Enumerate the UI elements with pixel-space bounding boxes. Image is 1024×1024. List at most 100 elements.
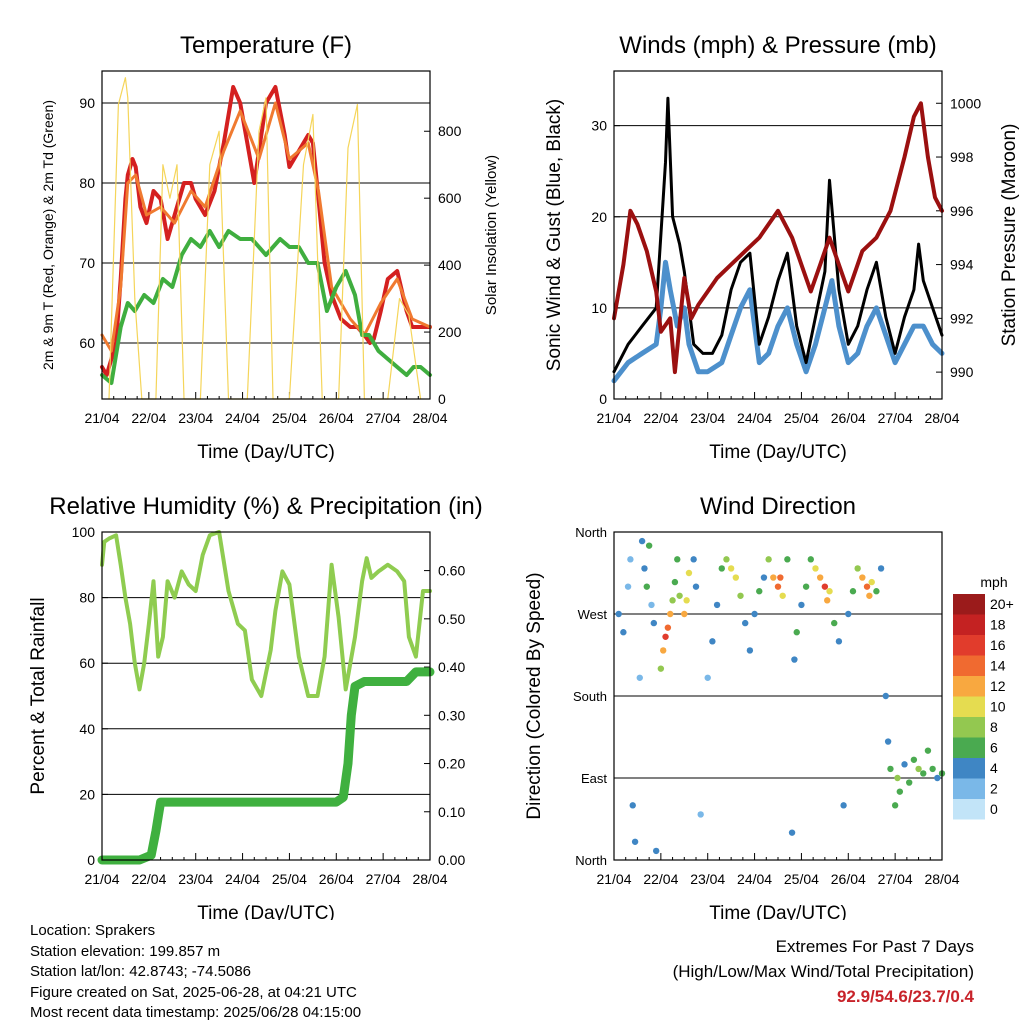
humidity-ytick-label: 60 [79,655,95,671]
direction-xtick-label: 26/04 [831,871,866,887]
direction-point [652,847,660,855]
direction-point [891,802,899,809]
humidity-ytick-right-label: 0.50 [438,611,465,627]
legend-label: 4 [990,760,998,776]
winds-ytick-right-label: 992 [950,310,974,326]
direction-point [660,647,667,654]
winds-xtick-label: 27/04 [878,410,913,426]
temperature-xlabel: Time (Day/UTC) [197,442,335,463]
direction-point [840,802,847,809]
direction-xlabel: Time (Day/UTC) [709,903,847,920]
station-elevation: Station elevation: 199.857 m [30,942,221,960]
direction-point [674,556,681,563]
temperature-xtick-label: 25/04 [272,410,307,426]
direction-point [760,574,768,581]
direction-point [812,565,819,572]
station-latlon: Station lat/lon: 42.8743; -74.5086 [30,963,252,980]
humidity-ytick-right-label: 0.00 [438,852,465,868]
direction-point [638,537,646,545]
humidity-ytick-label: 0 [87,852,95,868]
legend-label: 10 [990,699,1006,715]
direction-point [751,610,758,618]
humidity-ytick-label: 20 [79,786,95,802]
temperature-title: Temperature (F) [180,32,352,59]
direction-point [718,565,725,572]
direction-ytick-label: West [578,607,608,622]
winds-ylabel-left: Sonic Wind & Gust (Blue, Black) [544,99,565,371]
direction-xtick-label: 21/04 [596,871,631,887]
direction-point [657,665,665,672]
direction-point [650,619,658,627]
direction-point [664,624,672,631]
figure-created: Figure created on Sat, 2025-06-28, at 04… [30,983,357,1001]
winds-xlabel: Time (Day/UTC) [709,442,847,463]
direction-point [866,592,873,599]
humidity-ytick-label: 80 [79,590,95,606]
temperature-ytick-label: 70 [79,255,95,271]
direction-point [629,802,636,809]
direction-point [894,774,901,782]
humidity-xlabel: Time (Day/UTC) [197,903,335,920]
direction-point [697,811,704,818]
direction-point [863,583,871,590]
temperature-xtick-label: 23/04 [178,410,213,426]
legend-swatch [953,594,985,615]
station-location: Location: Sprakers [30,922,156,939]
humidity-xtick-label: 22/04 [131,871,166,887]
legend-label: 6 [990,740,998,756]
temperature-ytick-right-label: 600 [438,190,462,206]
direction-point [636,674,643,681]
winds-ytick-right-label: 996 [950,203,974,219]
direction-point [793,629,800,636]
direction-point [884,738,892,745]
direction-point [742,619,749,627]
direction-point [662,633,669,640]
direction-point [669,597,676,604]
direction-point [692,583,700,590]
temperature-frame [101,70,431,400]
station-info: Location: Sprakers Station elevation: 19… [30,921,361,1024]
winds-xtick-label: 23/04 [690,410,725,426]
winds-title: Winds (mph) & Pressure (mb) [619,32,936,59]
humidity-ytick-right-label: 0.30 [438,707,465,723]
humidity-xtick-label: 28/04 [412,871,447,887]
humidity-ytick-label: 40 [79,721,95,737]
direction-point [906,779,913,786]
direction-point [683,597,690,604]
legend-swatch [953,696,985,717]
direction-point [831,619,838,627]
humidity-xtick-label: 24/04 [225,871,260,887]
direction-point [821,583,829,590]
direction-point [929,765,936,773]
legend-swatch [953,737,985,758]
direction-point [631,838,639,845]
legend-label: 16 [990,637,1006,653]
gust-line [612,96,944,374]
legend-label: 2 [990,781,998,797]
direction-point [723,556,730,563]
legend-label: 0 [990,801,998,817]
direction-xtick-label: 28/04 [924,871,959,887]
temperature-ytick-right-label: 200 [438,324,462,340]
humidity-xtick-label: 27/04 [366,871,401,887]
legend-swatch [953,676,985,697]
pressure-line [612,101,944,375]
direction-point [709,638,716,645]
direction-point [627,556,634,563]
wind-line [611,259,945,384]
direction-ytick-label: North [575,525,607,540]
direction-point [835,638,843,645]
temperature-ytick-label: 60 [79,335,95,351]
direction-point [648,601,655,609]
direction-point [934,774,941,782]
winds-ytick-right-label: 1000 [950,95,981,111]
temperature-ytick-right-label: 800 [438,123,462,139]
legend-label: 18 [990,617,1006,633]
direction-point [816,574,824,581]
humidity-ytick-label: 100 [72,524,96,540]
direction-point [615,610,622,618]
legend-label: 12 [990,678,1006,694]
legend-swatch [953,635,985,656]
direction-point [859,574,866,581]
